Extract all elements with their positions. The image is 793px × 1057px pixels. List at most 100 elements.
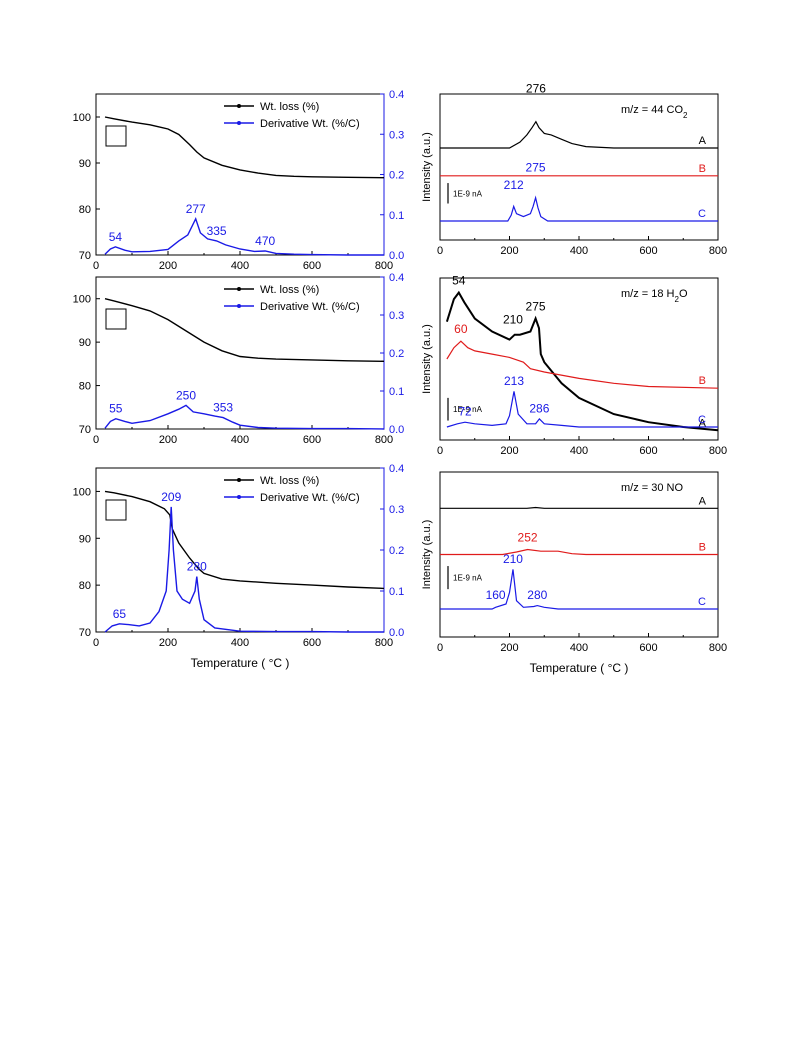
series-label-A: A (699, 417, 707, 429)
series-line-wt-loss (104, 116, 385, 179)
y-axis-label: Intensity (a.u.) (421, 132, 433, 202)
series-line-derivative (104, 506, 384, 633)
y-tick-label: 80 (79, 204, 91, 216)
x-axis-label: Temperature ( °C ) (530, 661, 629, 675)
series-line-derivative (104, 404, 385, 430)
x-tick-label: 200 (500, 642, 518, 654)
series-label-C: C (698, 414, 706, 426)
y-tick-label: 80 (79, 381, 91, 393)
y-tick-label: 80 (79, 580, 91, 592)
legend-label: Wt. loss (%) (260, 475, 319, 487)
y2-tick-label: 0.1 (389, 386, 404, 398)
series-label-A: A (699, 135, 707, 147)
peak-label: 54 (452, 273, 466, 287)
x-tick-label: 200 (159, 637, 177, 649)
peak-label: 210 (503, 312, 523, 326)
peak-label: 275 (526, 299, 546, 313)
legend-marker (237, 287, 241, 291)
y2-tick-label: 0.0 (389, 424, 404, 436)
x-tick-label: 600 (639, 445, 657, 457)
series-label-B: B (699, 375, 706, 387)
series-line-wt-loss (104, 490, 385, 590)
x-tick-label: 200 (159, 434, 177, 446)
x-tick-label: 600 (303, 260, 321, 272)
peak-label: 55 (109, 402, 123, 416)
peak-label: 286 (529, 401, 549, 415)
y2-tick-label: 0.3 (389, 504, 404, 516)
x-tick-label: 600 (639, 245, 657, 257)
peak-label: 209 (161, 490, 181, 504)
y-tick-label: 90 (79, 158, 91, 170)
panel-ms1: 0 200 400 600 800 Intensity (a.u.) m/z = 44 CO… (421, 82, 727, 257)
y-axis-label: Intensity (a.u.) (421, 324, 433, 394)
series-line-C (440, 195, 718, 222)
x-tick-label: 400 (231, 434, 249, 446)
x-tick-label: 0 (437, 642, 443, 654)
x-tick-label: 400 (231, 260, 249, 272)
peak-label: 72 (458, 405, 472, 419)
peak-label: 276 (526, 82, 546, 96)
x-axis-label: Temperature ( °C ) (191, 656, 290, 670)
legend-marker (237, 304, 241, 308)
y2-tick-label: 0.1 (389, 586, 404, 598)
peak-label: 160 (486, 588, 506, 602)
legend-marker (237, 104, 241, 108)
scale-bar-label: 1E-9 nA (453, 574, 483, 583)
peak-label: 250 (176, 388, 196, 402)
x-tick-label: 400 (231, 637, 249, 649)
y-tick-label: 90 (79, 533, 91, 545)
x-tick-label: 0 (93, 434, 99, 446)
legend-label: Derivative Wt. (%/C) (260, 301, 360, 313)
y2-tick-label: 0.1 (389, 210, 404, 222)
series-label-B: B (699, 163, 706, 175)
y2-tick-label: 0.4 (389, 89, 404, 101)
y-tick-label: 90 (79, 337, 91, 349)
peak-label: 210 (503, 552, 523, 566)
legend-marker (237, 495, 241, 499)
series-line-B (446, 340, 719, 389)
panel-label-box (105, 308, 127, 330)
chart-title: m/z = 30 NO (621, 482, 683, 494)
x-tick-label: 400 (570, 642, 588, 654)
x-tick-label: 600 (303, 637, 321, 649)
series-line-C (440, 569, 718, 610)
series-label-C: C (698, 208, 706, 220)
peak-label: 277 (186, 202, 206, 216)
peak-label: 213 (504, 374, 524, 388)
panel-ms2: 0 200 400 600 800 Intensity (a.u.) m/z = 18 H2… (421, 273, 727, 457)
y-tick-label: 100 (73, 294, 91, 306)
y2-tick-label: 0.2 (389, 545, 404, 557)
scale-bar-label: 1E-9 nA (453, 405, 483, 414)
peak-label: 280 (187, 560, 207, 574)
x-tick-label: 800 (375, 260, 393, 272)
y-axis-label: Intensity (a.u.) (421, 520, 433, 590)
series-line-A (445, 290, 719, 432)
x-tick-label: 0 (93, 260, 99, 272)
x-tick-label: 600 (639, 642, 657, 654)
y-tick-label: 100 (73, 112, 91, 124)
series-line-derivative (104, 216, 384, 256)
series-line-C (446, 391, 718, 428)
peak-label: 353 (213, 401, 233, 415)
x-tick-label: 600 (303, 434, 321, 446)
series-line-A (440, 506, 718, 509)
series-line-A (440, 120, 718, 149)
peak-label: 60 (454, 322, 468, 336)
x-tick-label: 200 (500, 245, 518, 257)
legend-marker (237, 478, 241, 482)
peak-label: 212 (504, 178, 524, 192)
panel-label-box (105, 499, 127, 521)
y-tick-label: 70 (79, 627, 91, 639)
x-tick-label: 200 (159, 260, 177, 272)
y-tick-label: 100 (73, 486, 91, 498)
peak-label: 252 (518, 530, 538, 544)
legend-marker (237, 121, 241, 125)
peak-label: 280 (527, 588, 547, 602)
scale-bar-label: 1E-9 nA (453, 189, 483, 198)
series-label-B: B (699, 542, 706, 554)
x-tick-label: 800 (709, 642, 727, 654)
y2-tick-label: 0.0 (389, 627, 404, 639)
panel-tga2: 0 200 400 600 800 70 80 90 100 0.0 0.1 0.2 0.3 0.4 Wt.… (73, 272, 405, 446)
peak-label: 335 (207, 224, 227, 238)
